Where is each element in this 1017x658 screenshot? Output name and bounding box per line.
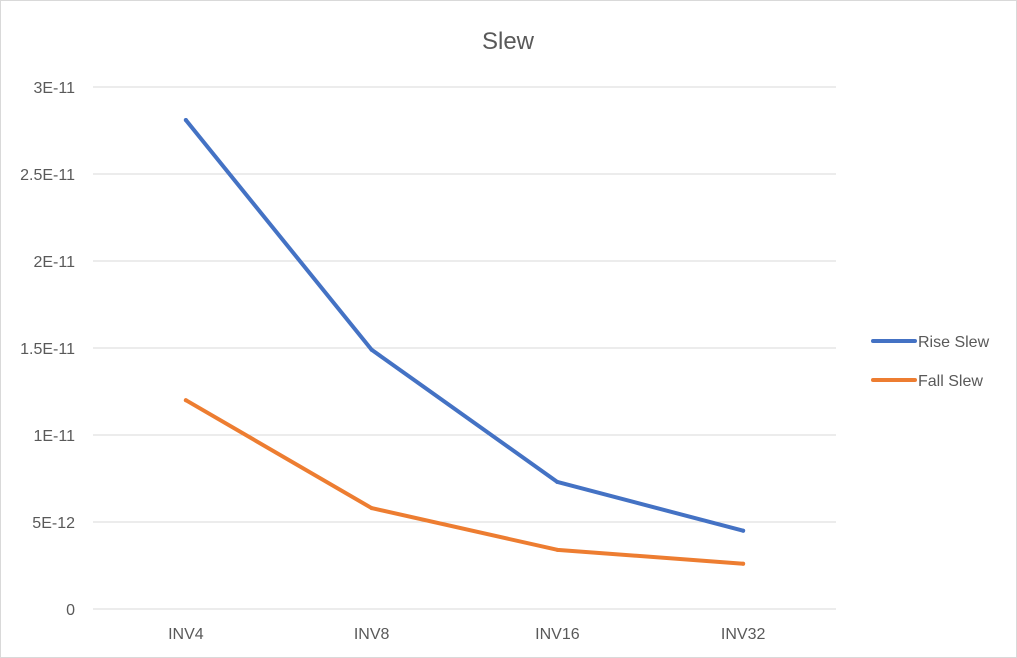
data-point (555, 479, 560, 484)
y-tick-label: 1.5E-11 (20, 341, 75, 358)
legend-label: Fall Slew (918, 373, 983, 390)
data-point (741, 528, 746, 533)
y-tick-label: 3E-11 (33, 80, 75, 97)
legend: Rise Slew Fall Slew (871, 334, 990, 390)
series-lines (183, 118, 746, 566)
gridlines (93, 86, 836, 610)
data-point (369, 347, 374, 352)
y-tick-label: 1E-11 (33, 428, 75, 445)
data-point (555, 547, 560, 552)
y-axis-tick-labels: 0 5E-12 1E-11 1.5E-11 2E-11 2.5E-11 3E-11 (20, 80, 75, 619)
legend-label: Rise Slew (918, 334, 990, 351)
y-tick-label: 5E-12 (32, 515, 75, 532)
data-point (369, 506, 374, 511)
series-line-2 (183, 398, 746, 566)
y-tick-label: 0 (66, 602, 75, 619)
x-tick-label: INV32 (721, 626, 766, 643)
series-line-1 (183, 118, 746, 533)
x-tick-label: INV16 (535, 626, 580, 643)
data-point (183, 398, 188, 403)
chart-title: Slew (482, 28, 535, 55)
y-tick-label: 2E-11 (33, 254, 75, 271)
data-point (741, 561, 746, 566)
y-tick-label: 2.5E-11 (20, 167, 75, 184)
data-point (183, 118, 188, 123)
x-axis-tick-labels: INV4 INV8 INV16 INV32 (168, 626, 765, 643)
x-tick-label: INV4 (168, 626, 204, 643)
x-tick-label: INV8 (354, 626, 390, 643)
